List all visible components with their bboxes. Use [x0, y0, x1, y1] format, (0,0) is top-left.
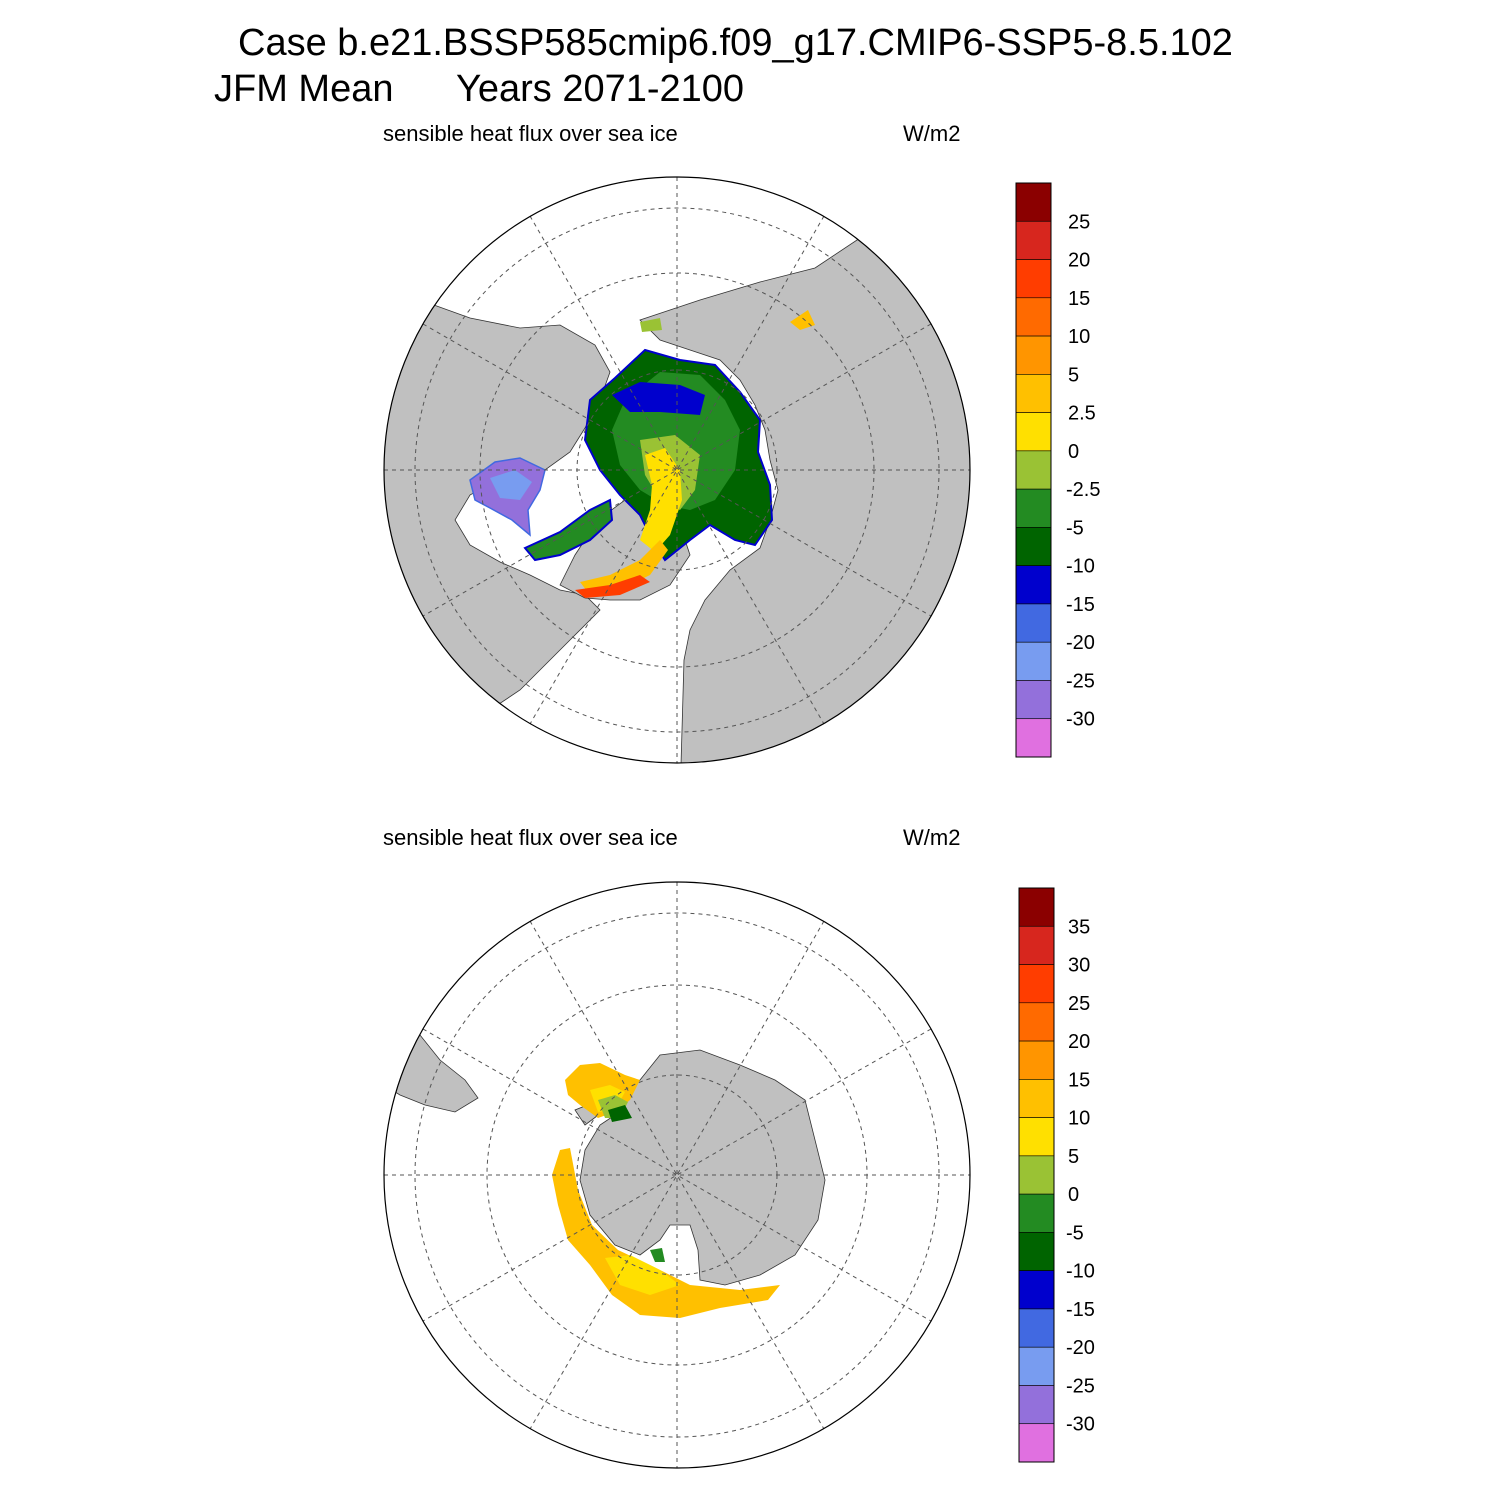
north-colorbar-tick-label: 15: [1068, 288, 1090, 310]
north-colorbar-tick-label: -15: [1066, 594, 1095, 616]
south-colorbar-swatch: [1018, 1040, 1055, 1080]
north-colorbar-tick-label: 0: [1068, 441, 1079, 463]
south-colorbar-outline: [1018, 887, 1055, 1463]
north-colorbar-tick-label: -25: [1066, 670, 1095, 692]
south-colorbar-swatch: [1018, 1346, 1055, 1386]
season-label: JFM Mean: [214, 68, 394, 110]
north-colorbar-swatch: [1015, 259, 1052, 299]
case-title: Case b.e21.BSSP585cmip6.f09_g17.CMIP6-SS…: [238, 22, 1233, 64]
north-colorbar-swatch: [1015, 335, 1052, 375]
south-colorbar-swatch: [1018, 1270, 1055, 1310]
south-colorbar-swatch: [1018, 925, 1055, 965]
south-colorbar-swatch: [1018, 1232, 1055, 1271]
south-colorbar-swatch: [1018, 1193, 1055, 1233]
south-colorbar-swatch: [1018, 887, 1055, 927]
north-colorbar-swatch: [1015, 182, 1052, 222]
south-colorbar-tick-label: -25: [1066, 1375, 1095, 1397]
south-colorbar-swatch: [1018, 1079, 1055, 1118]
north-colorbar-tick-label: 10: [1068, 326, 1090, 348]
bering-ice: [640, 318, 662, 332]
south-colorbar-tick-label: 15: [1068, 1069, 1090, 1091]
south-colorbar-tick-label: 20: [1068, 1031, 1090, 1053]
arctic-sea-ice-blue: [612, 382, 705, 415]
north-units-label: W/m2: [903, 121, 961, 146]
north-colorbar-tick-label: -5: [1066, 517, 1084, 539]
years-label: Years 2071-2100: [456, 68, 745, 110]
north-colorbar-swatch: [1015, 488, 1052, 528]
okhotsk-ice: [790, 310, 815, 330]
north-colorbar-swatch: [1015, 718, 1052, 758]
arctic-positive-tongue: [640, 448, 682, 552]
ross-amundsen-sea-ice: [552, 1148, 780, 1318]
north-colorbar-swatch: [1015, 641, 1052, 681]
north-colorbar: 25 20 15 10 5 2.5 0 -2.5 -5 -10 -15 -20 -25 -30: [1015, 182, 1100, 758]
north-colorbar-tick-label: -10: [1066, 556, 1095, 578]
north-colorbar-tick-label: 5: [1068, 364, 1079, 386]
north-polar-map: [383, 176, 971, 764]
greenland-coastal-red-band: [575, 575, 650, 598]
north-colorbar-swatch: [1015, 297, 1052, 337]
north-colorbar-swatch: [1015, 220, 1052, 260]
south-units-label: W/m2: [903, 825, 961, 850]
south-colorbar-swatch: [1018, 1385, 1055, 1425]
north-colorbar-tick-label: 25: [1068, 211, 1090, 233]
north-colorbar-tick-label: 2.5: [1068, 403, 1096, 425]
south-colorbar-swatch: [1018, 1117, 1055, 1157]
north-colorbar-swatch: [1015, 565, 1052, 605]
south-colorbar-tick-label: 10: [1068, 1108, 1090, 1130]
north-variable-label: sensible heat flux over sea ice: [383, 121, 678, 146]
north-colorbar-swatch: [1015, 374, 1052, 413]
south-colorbar-tick-label: -10: [1066, 1261, 1095, 1283]
south-colorbar-tick-label: -15: [1066, 1299, 1095, 1321]
north-colorbar-swatch: [1015, 412, 1052, 452]
south-colorbar-tick-label: -20: [1066, 1337, 1095, 1359]
south-colorbar-swatch: [1018, 964, 1055, 1004]
south-variable-label: sensible heat flux over sea ice: [383, 825, 678, 850]
ross-sea-ice-green: [650, 1248, 665, 1262]
south-colorbar-tick-label: 0: [1068, 1184, 1079, 1206]
north-graticule: [384, 177, 970, 763]
north-colorbar-swatch: [1015, 527, 1052, 566]
south-colorbar-tick-label: 5: [1068, 1146, 1079, 1168]
north-colorbar-tick-label: -20: [1066, 632, 1095, 654]
north-colorbar-swatch: [1015, 680, 1052, 720]
south-colorbar-tick-label: 35: [1068, 916, 1090, 938]
south-colorbar-tick-label: -30: [1066, 1414, 1095, 1436]
south-map-border: [383, 881, 971, 1469]
greenland-coastal-warm-band: [580, 540, 668, 595]
hudson-bay-ice-inner: [490, 470, 532, 500]
weddell-sea-ice-dark: [608, 1105, 632, 1122]
south-polar-map: [383, 881, 971, 1469]
south-colorbar: 35 30 25 20 15 10 5 0 -5 -10 -15 -20 -25 -30: [1018, 887, 1095, 1463]
south-colorbar-swatch: [1018, 1308, 1055, 1348]
ross-sea-ice-yellow: [605, 1255, 680, 1295]
north-colorbar-outline: [1015, 182, 1052, 758]
south-colorbar-tick-label: 30: [1068, 955, 1090, 977]
north-colorbar-tick-label: 20: [1068, 250, 1090, 272]
north-colorbar-swatch: [1015, 450, 1052, 490]
north-map-border: [383, 176, 971, 764]
south-graticule: [384, 882, 970, 1468]
south-colorbar-tick-label: -5: [1066, 1222, 1084, 1244]
south-colorbar-tick-label: 25: [1068, 993, 1090, 1015]
south-colorbar-swatch: [1018, 1155, 1055, 1195]
south-colorbar-swatch: [1018, 1423, 1055, 1463]
north-colorbar-tick-label: -2.5: [1066, 479, 1100, 501]
north-colorbar-swatch: [1015, 603, 1052, 643]
south-colorbar-swatch: [1018, 1002, 1055, 1042]
north-colorbar-tick-label: -30: [1066, 709, 1095, 731]
